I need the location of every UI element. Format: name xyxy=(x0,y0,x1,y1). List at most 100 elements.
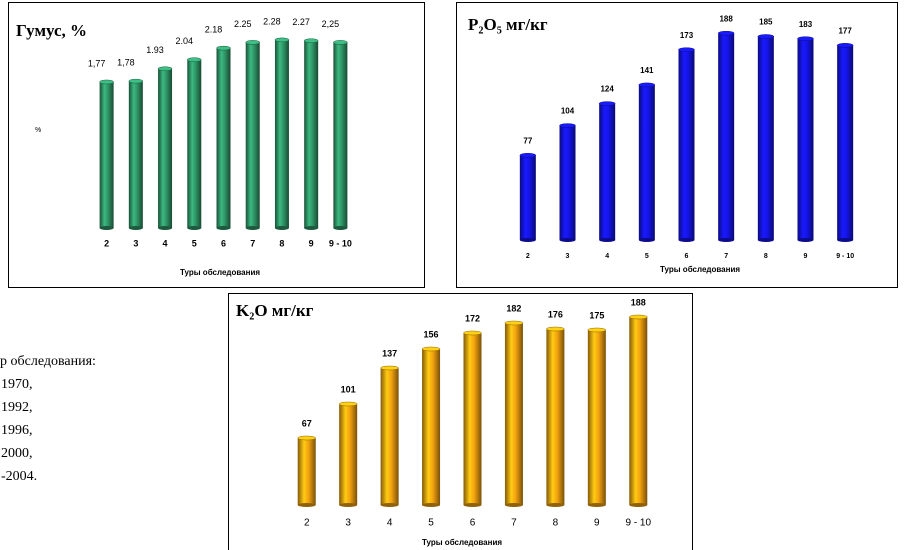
bar xyxy=(274,39,289,229)
bar xyxy=(797,38,814,241)
chart-title: P₂O₅ мг/кг xyxy=(468,15,548,34)
x-tick-label: 2 xyxy=(104,238,109,248)
chart-title: K₂O мг/кг xyxy=(236,301,314,320)
bar xyxy=(629,317,648,505)
x-tick-label: 8 xyxy=(553,518,559,529)
bar xyxy=(297,438,316,505)
bar-top-cap xyxy=(157,66,173,72)
bar-bottom-cap xyxy=(638,238,655,242)
x-tick-label: 9 - 10 xyxy=(625,518,651,529)
bar xyxy=(519,155,536,240)
bar-top-cap xyxy=(836,43,854,48)
data-label: 2.25 xyxy=(234,19,252,29)
bar-bottom-cap xyxy=(297,503,316,507)
x-tick-label: 3 xyxy=(345,518,351,529)
bar-top-cap xyxy=(546,326,565,332)
data-label: 182 xyxy=(506,303,521,313)
bar-top-cap xyxy=(303,38,319,43)
x-tick-label: 9 xyxy=(309,238,314,248)
bar-top-cap xyxy=(717,30,735,36)
bar-top-cap xyxy=(128,78,144,84)
bar xyxy=(380,368,399,505)
bar-top-cap xyxy=(598,101,616,106)
x-tick-label: 8 xyxy=(279,238,284,248)
data-label: 137 xyxy=(382,348,397,358)
bar xyxy=(638,84,655,241)
bar-bottom-cap xyxy=(837,238,854,242)
side-text-line: 1970, xyxy=(1,377,33,392)
side-text-line: 1996, xyxy=(1,423,33,438)
bar-bottom-cap xyxy=(757,238,774,242)
bar-bottom-cap xyxy=(333,226,348,230)
data-label: 67 xyxy=(302,418,312,428)
data-label: 101 xyxy=(341,384,356,394)
bar-top-cap xyxy=(629,314,648,320)
bar xyxy=(463,333,482,505)
side-text-line: -2004. xyxy=(1,469,37,484)
bar xyxy=(187,59,202,229)
data-label: 175 xyxy=(589,310,604,320)
bar-top-cap xyxy=(245,40,260,45)
bar-top-cap xyxy=(757,34,775,39)
side-text: р обследования: 1970, 1992, 1996, 2000, -2004… xyxy=(0,354,96,484)
bar xyxy=(504,323,523,505)
x-tick-label: 6 xyxy=(221,238,226,248)
x-tick-label: 7 xyxy=(250,238,255,248)
bar-bottom-cap xyxy=(380,503,399,507)
bar-top-cap xyxy=(559,123,576,128)
bar-top-cap xyxy=(421,346,441,352)
bar-bottom-cap xyxy=(629,503,648,507)
bar xyxy=(837,45,854,240)
bar-bottom-cap xyxy=(519,238,536,242)
data-label: 1.93 xyxy=(146,45,164,55)
bar-top-cap xyxy=(99,79,114,85)
bar xyxy=(678,49,695,241)
x-axis-label: Туры обследования xyxy=(422,538,502,547)
bar-top-cap xyxy=(587,327,607,333)
data-label: 2.04 xyxy=(176,36,194,46)
x-tick-label: 3 xyxy=(566,253,570,260)
bar-top-cap xyxy=(216,45,231,51)
bar-top-cap xyxy=(333,40,348,45)
bar-bottom-cap xyxy=(718,238,735,242)
x-axis-label: Туры обследования xyxy=(180,268,260,277)
bar-bottom-cap xyxy=(463,503,482,507)
bar-bottom-cap xyxy=(245,226,260,230)
bar-top-cap xyxy=(297,435,316,441)
bar-bottom-cap xyxy=(339,503,358,507)
x-tick-label: 6 xyxy=(470,518,476,529)
x-tick-label: 9 xyxy=(804,253,808,260)
bar xyxy=(757,36,774,240)
bar-top-cap xyxy=(797,36,814,41)
data-label: 185 xyxy=(759,18,773,27)
bar xyxy=(546,329,565,505)
x-tick-label: 4 xyxy=(605,253,609,260)
bar-top-cap xyxy=(519,153,537,158)
bar-top-cap xyxy=(380,365,399,371)
bar-bottom-cap xyxy=(559,238,576,242)
data-label: 176 xyxy=(548,309,563,319)
x-tick-label: 9 - 10 xyxy=(836,253,854,260)
bar-bottom-cap xyxy=(99,226,114,230)
data-label: 156 xyxy=(424,329,439,339)
y-axis-label: % xyxy=(35,127,41,134)
bar-bottom-cap xyxy=(128,226,143,230)
bar xyxy=(216,48,231,229)
x-tick-label: 2 xyxy=(526,253,530,260)
data-label: 2,25 xyxy=(322,19,340,29)
x-tick-label: 8 xyxy=(764,253,768,260)
x-tick-label: 4 xyxy=(387,518,393,529)
data-label: 188 xyxy=(719,14,733,23)
data-label: 172 xyxy=(465,313,480,323)
x-tick-label: 7 xyxy=(511,518,517,529)
bar-bottom-cap xyxy=(187,226,202,230)
data-label: 173 xyxy=(680,31,694,40)
data-label: 141 xyxy=(640,66,654,75)
x-tick-label: 5 xyxy=(192,238,197,248)
bar xyxy=(333,42,348,228)
bar-bottom-cap xyxy=(422,503,441,507)
data-label: 188 xyxy=(631,297,646,307)
x-tick-label: 5 xyxy=(645,253,649,260)
bar-bottom-cap xyxy=(304,226,319,230)
